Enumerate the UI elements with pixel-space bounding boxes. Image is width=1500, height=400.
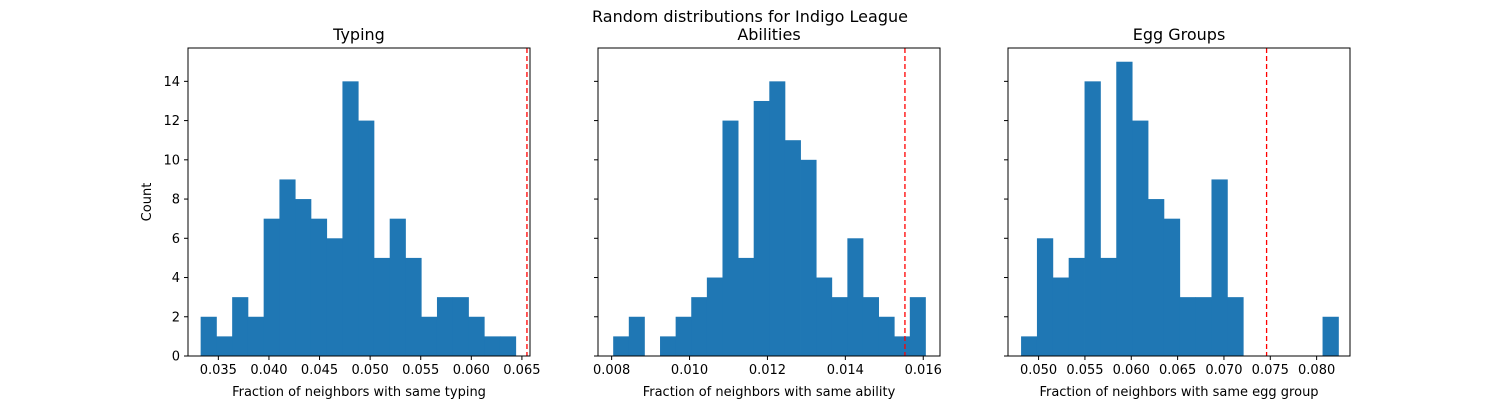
histogram-bar <box>452 297 469 356</box>
histogram-bar <box>738 257 755 356</box>
x-tick-label: 0.040 <box>250 363 287 378</box>
histogram-bar <box>1100 257 1117 356</box>
y-tick-label: 14 <box>163 75 180 90</box>
x-tick-label: 0.008 <box>593 363 630 378</box>
x-tick-label: 0.050 <box>352 363 389 378</box>
subplot-title: Abilities <box>737 25 800 44</box>
y-tick-label: 2 <box>172 310 180 325</box>
histogram-bar <box>784 140 801 356</box>
histogram-bar <box>373 257 391 356</box>
histogram-bar <box>675 316 692 356</box>
histogram-bar <box>816 277 833 356</box>
histogram-bar <box>232 297 249 356</box>
histogram-bar <box>613 336 630 356</box>
x-axis-label: Fraction of neighbors with same typing <box>232 385 486 400</box>
histogram-bar <box>691 297 708 356</box>
histogram-bar <box>1163 218 1181 356</box>
histogram-bar <box>310 218 328 356</box>
histogram-bar <box>1211 179 1228 356</box>
axes-frame <box>1007 47 1351 357</box>
histogram-bar <box>421 316 438 356</box>
x-tick-label: 0.065 <box>503 363 540 378</box>
x-tick-label: 0.014 <box>827 363 864 378</box>
x-tick-label: 0.010 <box>671 363 708 378</box>
histogram-bar <box>1052 277 1070 356</box>
histogram-bar <box>862 297 879 356</box>
histogram-bar <box>909 297 926 356</box>
histogram-bar <box>1148 199 1165 356</box>
x-tick-label: 0.080 <box>1298 363 1335 378</box>
histogram-bar <box>263 218 280 356</box>
y-tick-label: 10 <box>163 153 180 168</box>
x-tick-label: 0.065 <box>1159 363 1196 378</box>
histogram-bar <box>1036 238 1054 356</box>
histogram-bar <box>628 316 645 356</box>
histogram-bar <box>247 316 265 356</box>
histogram-bar <box>769 81 786 356</box>
histogram-bar <box>216 336 233 356</box>
axes-frame <box>597 47 941 357</box>
histogram-bar <box>1227 297 1244 356</box>
x-tick-label: 0.012 <box>749 363 786 378</box>
subplot-title: Egg Groups <box>1133 25 1226 44</box>
y-tick-label: 12 <box>163 114 180 129</box>
histogram-bar <box>484 336 501 356</box>
histogram-bar <box>1116 61 1133 356</box>
histogram-bar <box>800 159 817 356</box>
histogram-bar <box>1132 120 1149 356</box>
y-tick-label: 0 <box>172 350 180 365</box>
histogram-bar <box>279 179 296 356</box>
histogram-bar <box>1195 297 1212 356</box>
histogram-bar <box>342 81 359 356</box>
histogram-bar <box>753 100 770 356</box>
x-tick-label: 0.035 <box>200 363 237 378</box>
histogram-bar <box>894 336 911 356</box>
subplot-2: 0.008 0.010 0.012 0.014 0.016 Abilities Fracti… <box>593 25 942 400</box>
x-tick-label: 0.055 <box>402 363 439 378</box>
histogram-bar <box>468 316 485 356</box>
y-tick-label: 4 <box>172 271 180 286</box>
x-axis-label: Fraction of neighbors with same ability <box>643 385 896 400</box>
x-tick-label: 0.055 <box>1066 363 1103 378</box>
histogram-bar <box>200 316 217 356</box>
x-tick-label: 0.045 <box>301 363 338 378</box>
histogram-bar <box>389 218 406 356</box>
histogram-bar <box>1322 316 1339 356</box>
x-tick-label: 0.070 <box>1205 363 1242 378</box>
histogram-bar <box>326 238 343 356</box>
x-axis-label: Fraction of neighbors with same egg grou… <box>1039 385 1318 400</box>
histogram-bar <box>436 297 454 356</box>
y-axis-label: Count <box>140 183 155 222</box>
histogram-bar <box>878 316 895 356</box>
y-tick-label: 8 <box>172 193 180 208</box>
histogram-bar <box>1021 336 1038 356</box>
x-tick-label: 0.050 <box>1020 363 1057 378</box>
histogram-bar <box>1179 297 1197 356</box>
x-tick-label: 0.060 <box>453 363 490 378</box>
histogram-bar <box>660 336 677 356</box>
histogram-bar <box>358 120 375 356</box>
y-tick-label: 6 <box>172 232 180 247</box>
subplot-3: 0.050 0.055 0.060 0.065 0.070 0.075 0.080 Egg G… <box>1004 25 1351 400</box>
figure-title: Random distributions for Indigo League <box>592 7 908 26</box>
x-tick-label: 0.075 <box>1252 363 1289 378</box>
histogram-bar <box>706 277 723 356</box>
subplot-1: 0.035 0.040 0.045 0.050 0.055 0.060 0.065 0 2 4 6 8… <box>140 25 541 400</box>
x-tick-label: 0.016 <box>905 363 942 378</box>
histogram-bar <box>1068 257 1085 356</box>
histogram-bar <box>499 336 517 356</box>
subplot-title: Typing <box>332 25 385 44</box>
x-tick-label: 0.060 <box>1113 363 1150 378</box>
histogram-bar <box>1084 81 1101 356</box>
histogram-bar <box>405 257 422 356</box>
histogram-bar <box>847 238 864 356</box>
histogram-bar <box>831 297 848 356</box>
axes-frame <box>187 47 531 357</box>
histogram-bar <box>722 120 739 356</box>
histogram-bar <box>295 199 312 356</box>
